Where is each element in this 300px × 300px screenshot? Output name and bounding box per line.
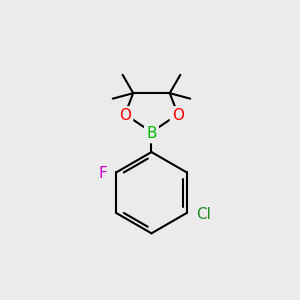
Text: F: F [98,167,107,182]
Text: O: O [172,108,184,123]
Text: B: B [146,126,157,141]
Text: O: O [119,108,131,123]
Text: Cl: Cl [196,207,211,222]
